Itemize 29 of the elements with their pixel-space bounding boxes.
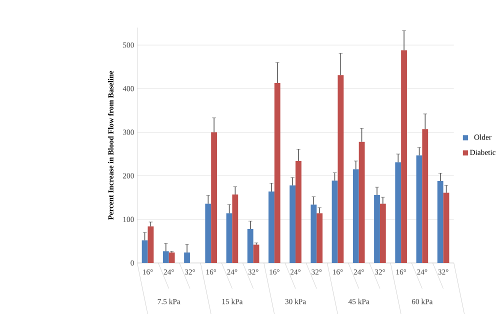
- bar: [142, 240, 148, 263]
- bar: [211, 132, 217, 263]
- bar: [338, 74, 344, 263]
- bar: [232, 194, 238, 263]
- bar: [310, 204, 317, 263]
- bar: [422, 128, 428, 263]
- bar: [274, 82, 280, 263]
- bar: [296, 160, 302, 263]
- bar: [184, 252, 190, 263]
- bar: [316, 213, 323, 263]
- bar: [205, 203, 212, 263]
- bar: [226, 213, 232, 263]
- bar: [358, 142, 365, 263]
- bar: [352, 169, 359, 263]
- bar: [148, 226, 154, 263]
- bar: [332, 180, 338, 263]
- bar: [401, 50, 407, 263]
- bar: [253, 244, 260, 263]
- bar: [443, 192, 450, 263]
- bar: [290, 185, 296, 263]
- bar: [162, 250, 169, 263]
- bar: [374, 194, 380, 263]
- bar: [380, 203, 386, 263]
- bar: [416, 155, 422, 263]
- bar: [268, 191, 274, 263]
- bar: [247, 228, 254, 263]
- bar: [168, 252, 175, 263]
- bar: [395, 162, 402, 263]
- bar: [437, 180, 444, 263]
